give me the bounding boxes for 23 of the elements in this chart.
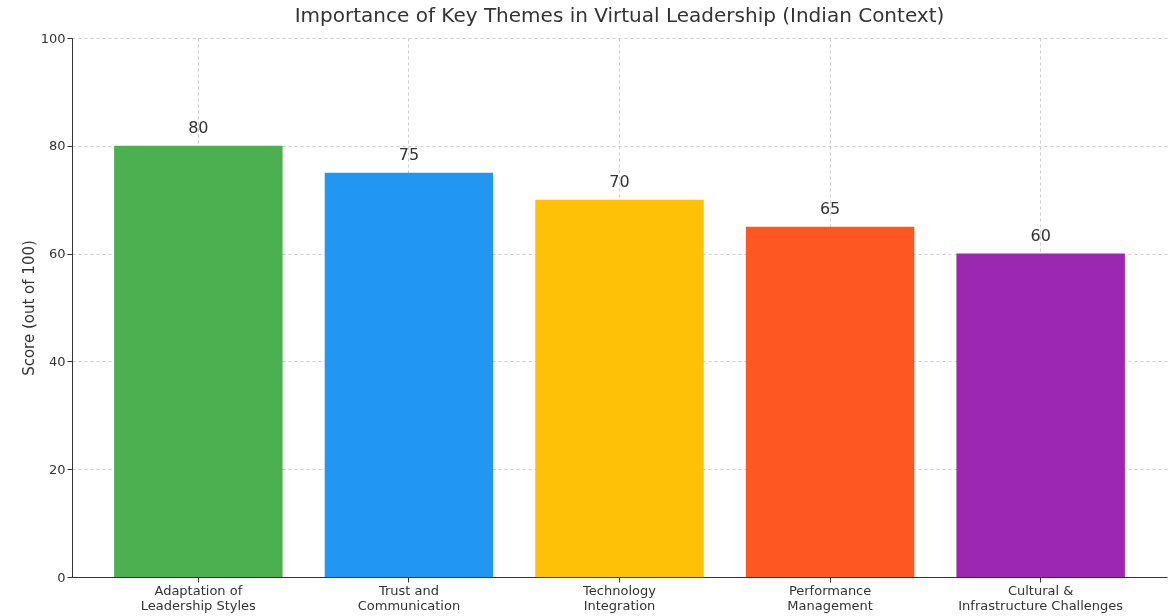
x-tick-label: Technology Integration: [582, 582, 657, 613]
data-label: 70: [609, 171, 630, 191]
x-tick-label: Cultural & Infrastructure Challenges: [958, 582, 1124, 613]
y-tick-label: 0: [57, 569, 66, 585]
y-tick-label: 60: [48, 246, 66, 262]
bar: [114, 145, 283, 577]
y-tick-label: 40: [48, 353, 66, 369]
y-axis-title: Score (out of 100): [19, 240, 38, 376]
y-tick-label: 20: [48, 461, 66, 477]
x-tick-label: Trust and Communication: [357, 582, 461, 613]
y-tick-label: 80: [48, 138, 66, 154]
bar: [956, 253, 1125, 577]
y-tick-label: 100: [40, 30, 66, 46]
bar: [324, 172, 494, 577]
data-label: 80: [188, 117, 209, 137]
x-tick-label: Adaptation of Leadership Styles: [140, 582, 257, 613]
x-tick-label: Performance Management: [787, 582, 873, 613]
bar: [745, 226, 915, 577]
data-label: 65: [819, 198, 841, 218]
data-label: 75: [398, 144, 420, 164]
bar: [535, 199, 704, 577]
chart-title: Importance of Key Themes in Virtual Leadership (Indian Context): [294, 3, 945, 27]
data-label: 60: [1030, 225, 1051, 245]
